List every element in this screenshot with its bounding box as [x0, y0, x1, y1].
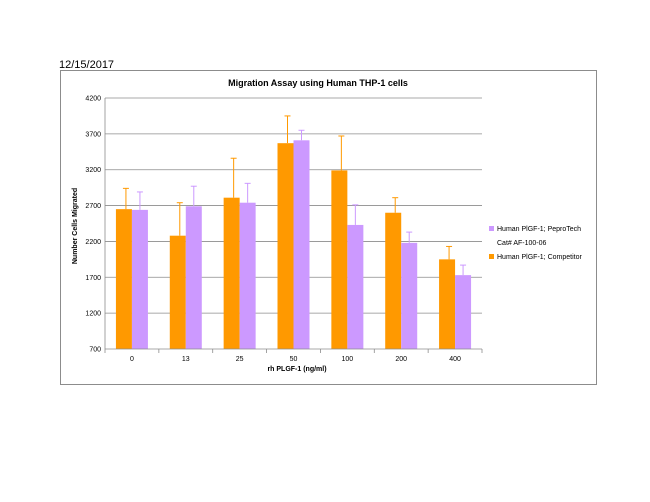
axes	[104, 98, 483, 353]
print-date: 12/15/2017	[59, 59, 115, 71]
bar	[115, 209, 132, 349]
bar	[439, 259, 456, 349]
bar	[131, 209, 148, 349]
legend-label: Cat# AF-100-06	[497, 240, 547, 247]
y-tick-label: 3200	[85, 167, 101, 174]
x-tick-labels: 0 13 25 50 100 200 400	[130, 356, 461, 363]
chart-frame	[60, 70, 597, 385]
legend-swatch	[489, 226, 494, 231]
bar	[239, 202, 256, 349]
legend: Human PlGF-1; PeproTech Cat# AF-100-06 Hum…	[489, 226, 582, 261]
y-tick-label: 3700	[85, 131, 101, 138]
x-tick-label: 400	[449, 356, 461, 363]
y-tick-label: 2200	[85, 239, 101, 246]
y-tick-label: 700	[89, 347, 101, 354]
bar	[169, 235, 186, 349]
bar	[401, 242, 418, 349]
x-tick-label: 25	[236, 356, 244, 363]
y-tick-label: 1200	[85, 311, 101, 318]
y-tick-label: 2700	[85, 203, 101, 210]
y-tick-label: 1700	[85, 275, 101, 282]
bar	[223, 197, 240, 349]
x-tick-label: 200	[395, 356, 407, 363]
error-bars	[122, 115, 467, 276]
x-tick-label: 100	[342, 356, 354, 363]
legend-swatch	[489, 254, 494, 259]
bar	[385, 212, 402, 349]
chart-title: Migration Assay using Human THP-1 cells	[228, 78, 408, 88]
legend-label: Human PlGF-1; Competitor	[497, 254, 582, 261]
bar	[293, 140, 310, 349]
bar	[455, 275, 472, 349]
y-axis-label: Number Cells Migrated	[72, 188, 79, 264]
bar	[331, 170, 348, 349]
x-tick-label: 0	[130, 356, 134, 363]
bar	[277, 143, 294, 349]
bars	[115, 140, 472, 349]
bar	[347, 224, 364, 349]
y-tick-labels: 700 1200 1700 2200 2700 3200 3700 4200	[85, 96, 101, 354]
x-axis-label: rh PLGF-1 (ng/ml)	[267, 366, 326, 373]
x-tick-label: 13	[182, 356, 190, 363]
x-tick-label: 50	[290, 356, 298, 363]
y-tick-label: 4200	[85, 96, 101, 103]
bar	[185, 206, 202, 349]
legend-label: Human PlGF-1; PeproTech	[497, 226, 581, 233]
